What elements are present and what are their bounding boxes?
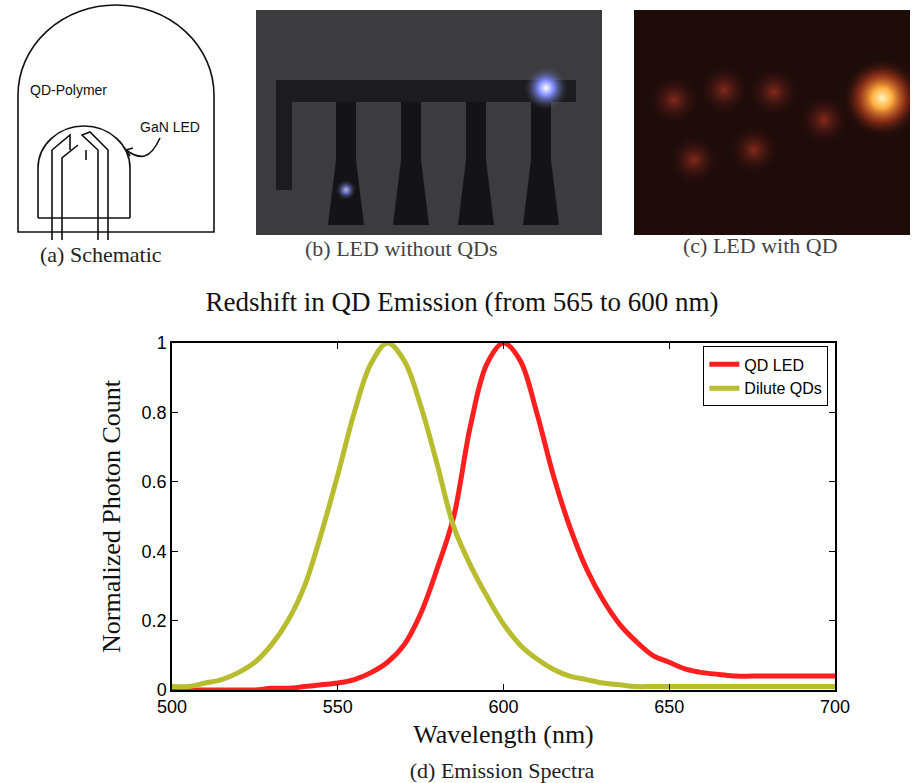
html-text:(d) Emission Spectra: (d) Emission Spectra xyxy=(409,758,595,783)
html-text:(b) LED without QDs: (b) LED without QDs xyxy=(305,236,498,261)
svg-text:1: 1 xyxy=(157,333,167,353)
svg-text:700: 700 xyxy=(820,697,850,717)
html-text:(a) Schematic: (a) Schematic xyxy=(40,242,162,267)
svg-text:650: 650 xyxy=(654,697,684,717)
svg-text:0.8: 0.8 xyxy=(142,403,167,423)
svg-text:QD-Polymer: QD-Polymer xyxy=(30,82,107,98)
svg-text:0.4: 0.4 xyxy=(142,542,167,562)
svg-text:Wavelength (nm): Wavelength (nm) xyxy=(413,720,594,749)
svg-text:500: 500 xyxy=(157,697,187,717)
svg-text:QD LED: QD LED xyxy=(744,357,804,374)
svg-text:0: 0 xyxy=(157,680,167,700)
svg-text:Normalized Photon Count: Normalized Photon Count xyxy=(97,379,126,653)
svg-text:Redshift in QD Emission (from: Redshift in QD Emission (from 565 to 600… xyxy=(206,287,719,317)
svg-text:550: 550 xyxy=(323,697,353,717)
svg-text:0.6: 0.6 xyxy=(142,472,167,492)
html-text:(c) LED with QD: (c) LED with QD xyxy=(683,233,838,258)
svg-text:GaN LED: GaN LED xyxy=(140,119,200,135)
svg-text:0.2: 0.2 xyxy=(142,611,167,631)
svg-text:600: 600 xyxy=(488,697,518,717)
svg-text:Dilute QDs: Dilute QDs xyxy=(744,380,821,397)
